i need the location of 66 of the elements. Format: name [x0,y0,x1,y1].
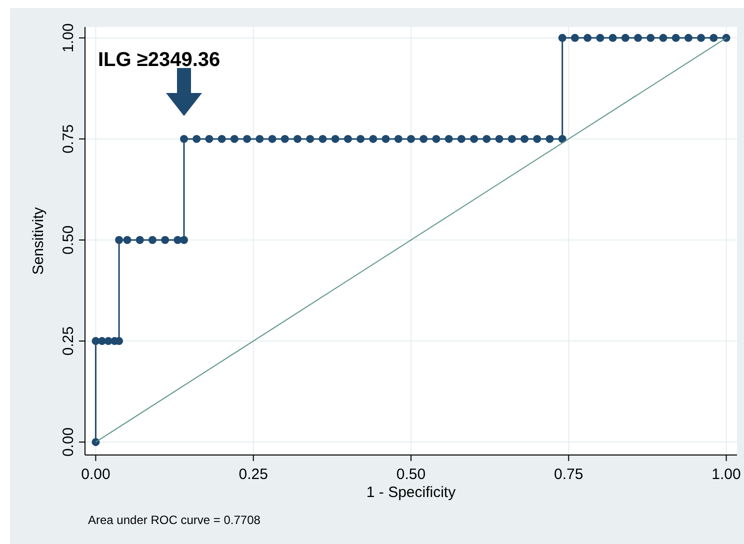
annotation: ILG ≥2349.36 [98,49,220,71]
point [520,134,528,143]
point [634,34,642,42]
point [161,236,170,244]
point [192,134,201,143]
point [243,134,252,143]
point [596,34,604,42]
point [382,134,390,143]
x-tick-label: 0.50 [396,466,426,483]
point [331,134,340,143]
point [256,134,264,143]
point [684,34,692,42]
x-tick-label: 0.00 [81,466,110,483]
point [722,34,730,42]
point [123,236,132,244]
point [558,34,566,42]
x-tick-label: 0.75 [554,466,584,483]
point [672,34,680,42]
point [148,236,156,244]
y-tick-label: 0.00 [60,427,77,457]
x-tick-label: 0.25 [238,466,268,483]
point [306,134,314,143]
y-tick-label: 0.50 [60,225,77,255]
point [344,134,352,143]
point [92,438,100,446]
point [407,134,415,143]
y-tick-label: 0.25 [60,326,77,356]
point [432,134,440,143]
y-tick-label: 1.00 [60,23,77,53]
point [697,34,706,42]
point [457,134,466,143]
point [482,134,491,143]
point [646,34,655,42]
point [444,134,453,143]
point [180,236,188,244]
point [659,34,668,42]
point [205,134,214,143]
point [470,134,478,143]
point [558,134,566,143]
text: Area under ROC curve = 0.7708 [88,513,261,527]
x-axis-title: 1 - Specificity [366,484,456,501]
point [508,134,516,143]
y-axis-title: Sensitivity [30,206,47,275]
point [115,236,124,244]
point [710,34,718,42]
point [570,34,579,42]
x-tick-label: 1.00 [712,466,741,483]
point [218,134,226,143]
point [420,134,428,143]
point [280,134,289,143]
point [136,236,144,244]
point [268,134,276,143]
point [533,134,542,143]
point [180,134,188,143]
point [621,34,630,42]
point [394,134,402,143]
point [230,134,238,143]
point [608,34,617,42]
point [495,134,504,143]
point [356,134,365,143]
point [318,134,327,143]
point [584,34,592,42]
point [369,134,378,143]
point [546,134,554,143]
point [294,134,302,143]
y-tick-label: 0.75 [60,124,77,154]
